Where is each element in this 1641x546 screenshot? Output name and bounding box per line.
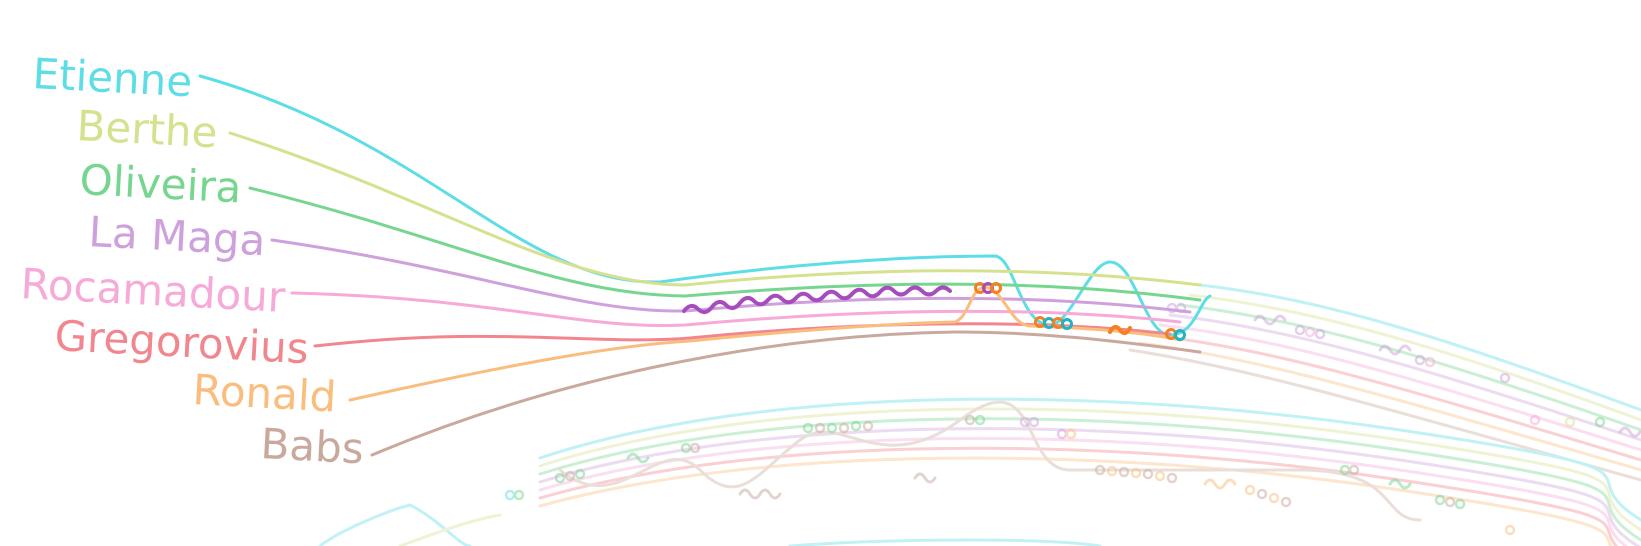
faded-knot bbox=[689, 442, 701, 454]
label-babs: Babs bbox=[259, 419, 365, 473]
faded-knot bbox=[1166, 472, 1178, 484]
faded-knot bbox=[838, 422, 850, 434]
faded-knot bbox=[1434, 494, 1446, 506]
faded-meetings bbox=[504, 302, 1641, 536]
faded-knot bbox=[554, 472, 566, 484]
faded-knot bbox=[814, 422, 826, 434]
faded-knot bbox=[1130, 467, 1142, 479]
bottom-arc-teal bbox=[788, 538, 1102, 546]
faded-wave bbox=[626, 452, 650, 464]
bottom-arc-etienne bbox=[318, 503, 472, 546]
main-threads bbox=[198, 74, 1212, 457]
thread-oliveira bbox=[248, 186, 1202, 302]
thread-la-maga bbox=[270, 238, 1192, 314]
label-berthe: Berthe bbox=[75, 101, 218, 157]
faded-knot bbox=[1424, 356, 1436, 368]
inner-arc-rocamadour bbox=[538, 436, 1629, 546]
faded-knot bbox=[1504, 524, 1516, 536]
faded-knot bbox=[504, 489, 516, 501]
label-etienne: Etienne bbox=[31, 49, 193, 106]
faded-knot bbox=[1028, 416, 1040, 428]
faded-knot bbox=[1294, 324, 1306, 336]
faded-knot bbox=[826, 422, 838, 434]
faded-knot bbox=[574, 468, 586, 480]
faded-wave bbox=[1378, 344, 1412, 356]
faded-knot bbox=[1065, 428, 1077, 440]
faded-knot bbox=[1454, 498, 1466, 510]
faded-knot bbox=[1094, 464, 1106, 476]
inner-arc-babs bbox=[558, 400, 1422, 522]
meeting-knot bbox=[1174, 329, 1186, 341]
faded-knot bbox=[1414, 354, 1426, 366]
faded-knot bbox=[964, 414, 976, 426]
thread-berthe bbox=[228, 131, 1202, 287]
faded-knot bbox=[1564, 416, 1576, 428]
faded-knot bbox=[1348, 464, 1360, 476]
faded-knot bbox=[1154, 470, 1166, 482]
outer-spiral-turns bbox=[318, 283, 1641, 546]
faded-wave bbox=[1203, 478, 1237, 490]
faded-knot bbox=[1118, 466, 1130, 478]
faded-knot bbox=[1268, 492, 1280, 504]
faded-knot bbox=[1444, 496, 1456, 508]
faded-knot bbox=[974, 414, 986, 426]
thread-etienne-faded bbox=[1198, 283, 1641, 412]
inner-arc-gregorovius bbox=[538, 446, 1619, 546]
meeting-knot bbox=[990, 282, 1002, 294]
thread-babs bbox=[370, 330, 1202, 457]
faded-knot bbox=[862, 420, 874, 432]
conversation-wave-short bbox=[1108, 325, 1132, 335]
conversation-wave bbox=[682, 285, 952, 314]
label-ronald: Ronald bbox=[191, 365, 337, 421]
thread-rocamadour bbox=[290, 291, 1182, 327]
faded-knot bbox=[1280, 496, 1292, 508]
meeting-knot bbox=[1061, 318, 1073, 330]
label-oliveira: Oliveira bbox=[78, 155, 242, 212]
thread-rocamadour-faded bbox=[1158, 323, 1641, 452]
faded-knot bbox=[1529, 414, 1541, 426]
faded-wave bbox=[1618, 426, 1641, 438]
inner-arc-oliveira bbox=[538, 417, 1641, 542]
thread-berthe-faded bbox=[1188, 293, 1641, 422]
inner-arc-la-maga bbox=[538, 427, 1641, 546]
faded-wave bbox=[1253, 314, 1287, 326]
thread-etienne bbox=[198, 74, 1212, 337]
inner-arc-etienne bbox=[538, 397, 1641, 522]
thread-la-maga-faded bbox=[1168, 313, 1641, 442]
faded-knot bbox=[1314, 328, 1326, 340]
main-meetings bbox=[974, 282, 1186, 341]
faded-knot bbox=[802, 422, 814, 434]
bottom-arc-berthe bbox=[398, 513, 502, 546]
faded-knot bbox=[513, 489, 525, 501]
faded-knot bbox=[1142, 468, 1154, 480]
faded-wave bbox=[738, 488, 782, 500]
thread-babs-faded bbox=[1128, 348, 1641, 482]
faded-wave bbox=[913, 472, 937, 484]
faded-knot bbox=[564, 470, 576, 482]
faded-knot bbox=[1106, 465, 1118, 477]
faded-knot bbox=[850, 420, 862, 432]
faded-knot bbox=[1256, 488, 1268, 500]
faded-knot bbox=[1499, 372, 1511, 384]
faded-knot bbox=[1339, 464, 1351, 476]
faded-knot bbox=[1304, 326, 1316, 338]
faded-knot bbox=[1056, 428, 1068, 440]
inner-arc-ronald bbox=[538, 456, 1613, 546]
faded-wave bbox=[1388, 478, 1412, 490]
thread-gregorovius-faded bbox=[1148, 333, 1641, 462]
label-la-maga: La Maga bbox=[87, 207, 266, 265]
character-labels: Etienne Berthe Oliveira La Maga Rocamado… bbox=[19, 49, 365, 473]
faded-knot bbox=[1594, 416, 1606, 428]
inner-arc-berthe bbox=[538, 407, 1641, 532]
faded-knot bbox=[1244, 484, 1256, 496]
